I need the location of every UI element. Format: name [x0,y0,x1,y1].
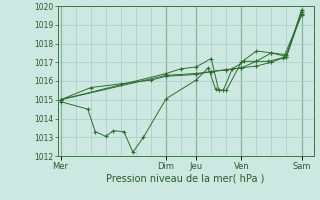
X-axis label: Pression niveau de la mer( hPa ): Pression niveau de la mer( hPa ) [107,173,265,183]
